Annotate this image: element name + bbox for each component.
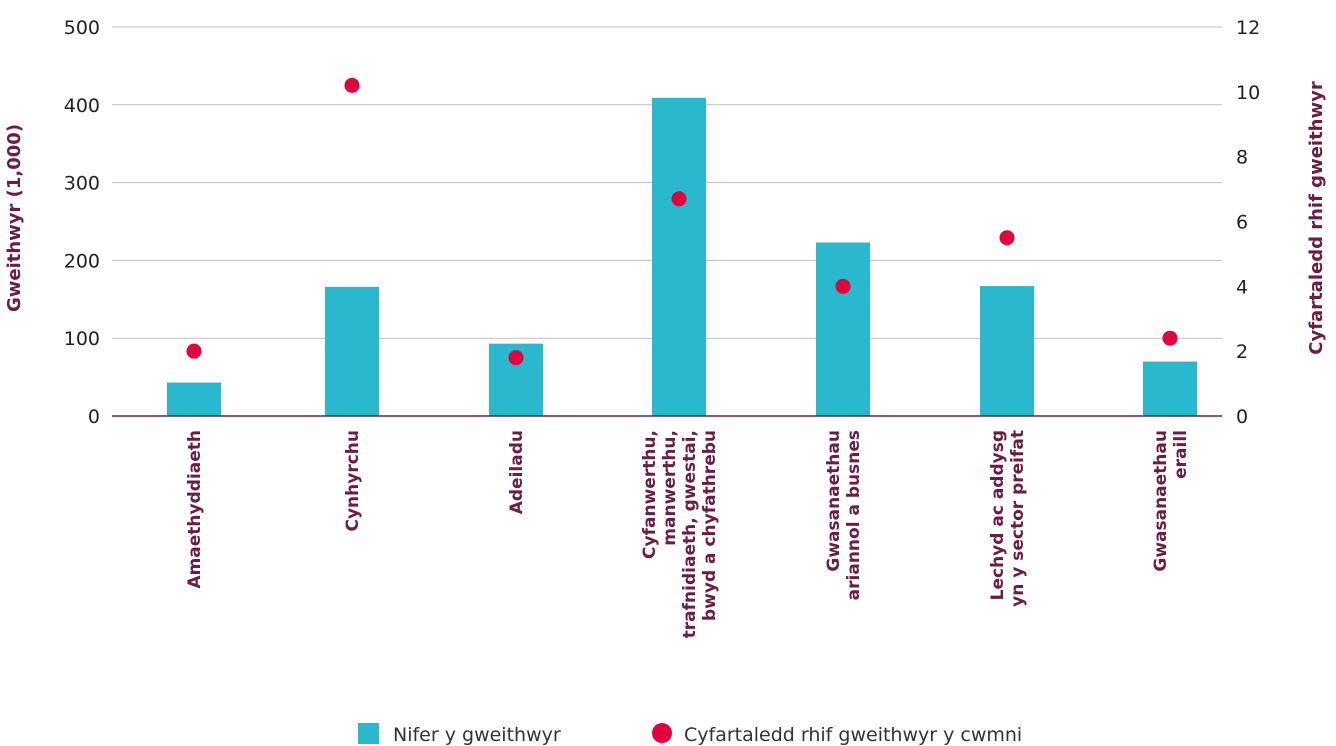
category-label: Gwasanaethau eraill	[1151, 430, 1191, 572]
dot	[835, 278, 851, 294]
category-label: Lechyd ac addysg yn y sector preifat	[988, 430, 1028, 607]
dot	[508, 350, 524, 366]
category-label: Adeiladu	[507, 430, 527, 514]
bar	[980, 286, 1034, 416]
y-tick-label: 400	[64, 95, 100, 117]
category-label-line: bwyd a chyfathrebu	[700, 430, 720, 621]
bar	[816, 242, 870, 416]
category-label-line: manwerthu,	[660, 430, 680, 546]
y-axis-right-title: Cyfartaledd rhif gweithwyr	[1306, 81, 1327, 355]
y-axis-left-ticks: 0 100 200 300 400 500	[64, 17, 100, 428]
y2-tick-label: 6	[1236, 212, 1248, 234]
category-label-line: Lechyd ac addysg	[988, 430, 1008, 600]
category-label-line: ariannol a busnes	[844, 430, 864, 600]
legend: Nifer y gweithwyr Cyfartaledd rhif gweit…	[358, 723, 1022, 746]
dot-series	[186, 77, 1178, 366]
legend-dot-swatch	[652, 723, 672, 743]
category-label-line: yn y sector preifat	[1008, 430, 1028, 607]
y-tick-label: 500	[64, 17, 100, 39]
bar-series	[167, 97, 1197, 416]
y-tick-label: 100	[64, 328, 100, 350]
category-label-line: Gwasanaethau	[824, 430, 844, 572]
category-label: Amaethyddiaeth	[185, 430, 205, 589]
dot	[671, 191, 687, 207]
legend-bar-label: Nifer y gweithwyr	[393, 724, 561, 746]
y2-tick-label: 2	[1236, 341, 1248, 363]
category-label-line: trafnidiaeth, gwestai,	[680, 430, 700, 638]
category-label-line: Cyfanwerthu,	[640, 430, 660, 559]
bar	[1143, 361, 1197, 416]
category-label-line: Gwasanaethau	[1151, 430, 1171, 572]
y-tick-label: 300	[64, 173, 100, 195]
y2-tick-label: 8	[1236, 147, 1248, 169]
category-label: Gwasanaethau ariannol a busnes	[824, 430, 864, 600]
y-tick-label: 0	[88, 406, 100, 428]
y2-tick-label: 12	[1236, 17, 1260, 39]
y-tick-label: 200	[64, 250, 100, 272]
y2-tick-label: 0	[1236, 406, 1248, 428]
category-labels: Amaethyddiaeth Cynhyrchu Adeiladu Cyfanwert…	[185, 430, 1191, 638]
dot	[1162, 330, 1178, 346]
dot	[186, 343, 202, 359]
bar	[325, 286, 379, 416]
category-label-line: Adeiladu	[507, 430, 527, 514]
category-label-line: Cynhyrchu	[343, 430, 363, 532]
legend-dot-label: Cyfartaledd rhif gweithwyr y cwmni	[684, 724, 1022, 746]
category-label: Cynhyrchu	[343, 430, 363, 532]
legend-bar-swatch	[358, 723, 379, 744]
category-label: Cyfanwerthu, manwerthu, trafnidiaeth, gwes…	[640, 430, 720, 638]
y-axis-left-title: Gweithwyr (1,000)	[4, 124, 25, 312]
bar	[167, 382, 221, 416]
y2-tick-label: 4	[1236, 276, 1248, 298]
y2-tick-label: 10	[1236, 82, 1260, 104]
y-axis-right-ticks: 0 2 4 6 8 10 12	[1236, 17, 1260, 428]
dot	[999, 230, 1015, 246]
bar	[652, 97, 706, 416]
category-label-line: eraill	[1171, 430, 1191, 479]
category-label-line: Amaethyddiaeth	[185, 430, 205, 589]
dot	[344, 77, 360, 93]
